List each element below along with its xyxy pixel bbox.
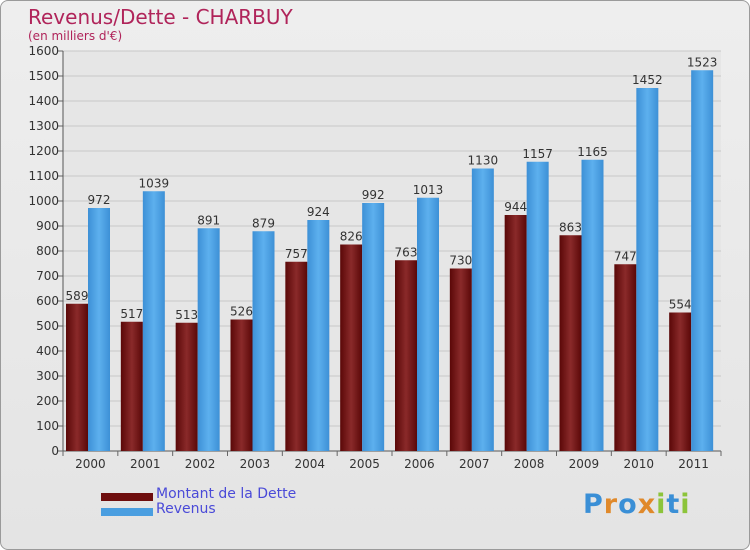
bar-revenus (417, 197, 439, 451)
bar-dette (559, 235, 582, 451)
x-tick-label: 2001 (130, 457, 161, 471)
y-tick-label: 1500 (28, 69, 59, 83)
x-tick-label: 2010 (623, 457, 654, 471)
y-tick-label: 1300 (28, 119, 59, 133)
bar-dette (614, 264, 637, 451)
data-label: 730 (449, 254, 472, 268)
legend-swatch-debt (101, 493, 153, 501)
bar-revenus (307, 220, 330, 451)
x-tick-label: 2002 (185, 457, 216, 471)
x-tick-label: 2006 (404, 457, 435, 471)
chart-title: Revenus/Dette - CHARBUY (28, 5, 293, 29)
y-tick-label: 300 (36, 369, 59, 383)
legend-label-revenus: Revenus (156, 501, 216, 517)
data-label: 879 (252, 216, 275, 230)
bar-revenus (142, 191, 165, 451)
data-label: 826 (340, 230, 363, 244)
bar-dette (504, 215, 527, 451)
y-tick-label: 700 (36, 269, 59, 283)
labels-layer: 0 100 200 300 400 500 600 700 800 900 1000 1100 1200… (28, 44, 717, 471)
legend-swatch-revenus (101, 508, 153, 516)
bar-revenus (197, 228, 220, 451)
data-label: 1157 (522, 147, 553, 161)
x-tick-label: 2007 (459, 457, 490, 471)
x-tick-label: 2003 (240, 457, 271, 471)
bar-revenus (252, 231, 275, 451)
data-label: 1452 (632, 73, 663, 87)
y-tick-label: 800 (36, 244, 59, 258)
x-tick-label: 2009 (569, 457, 600, 471)
data-label: 1523 (687, 55, 718, 69)
data-label: 763 (395, 245, 418, 259)
data-label: 891 (197, 213, 220, 227)
data-label: 863 (559, 220, 582, 234)
data-label: 992 (362, 188, 385, 202)
x-tick-label: 2008 (514, 457, 545, 471)
grid-layer (58, 50, 722, 456)
y-tick-label: 900 (36, 219, 59, 233)
data-label: 757 (285, 247, 308, 261)
data-label: 589 (66, 289, 89, 303)
data-label: 944 (504, 200, 527, 214)
y-tick-label: 200 (36, 394, 59, 408)
bar-dette (449, 268, 472, 451)
y-tick-label: 1000 (28, 194, 59, 208)
data-label: 972 (88, 193, 111, 207)
data-label: 554 (669, 298, 692, 312)
bar-dette (340, 244, 363, 451)
data-label: 1013 (413, 183, 444, 197)
bar-revenus (471, 168, 494, 451)
x-tick-label: 2000 (75, 457, 106, 471)
bar-revenus (88, 208, 110, 451)
data-label: 526 (230, 305, 253, 319)
bar-dette (285, 261, 308, 451)
x-tick-label: 2011 (678, 457, 709, 471)
y-tick-label: 1100 (28, 169, 59, 183)
legend-label-debt: Montant de la Dette (156, 486, 297, 502)
bar-revenus (362, 203, 385, 451)
data-label: 517 (120, 307, 143, 321)
y-tick-label: 0 (51, 444, 59, 458)
bar-dette (120, 321, 143, 451)
bar-dette (230, 319, 253, 451)
data-label: 747 (614, 249, 637, 263)
y-tick-label: 1200 (28, 144, 59, 158)
data-label: 1039 (139, 176, 170, 190)
y-tick-label: 100 (36, 419, 59, 433)
y-tick-label: 500 (36, 319, 59, 333)
y-tick-label: 1600 (28, 44, 59, 58)
chart-subtitle: (en milliers d'€) (28, 29, 123, 43)
bar-dette (669, 312, 692, 451)
data-label: 1130 (468, 154, 499, 168)
bar-dette (395, 260, 417, 451)
bar-dette (175, 322, 198, 451)
bar-revenus (581, 159, 604, 451)
x-tick-label: 2005 (349, 457, 380, 471)
y-tick-label: 1400 (28, 94, 59, 108)
bar-revenus (691, 70, 714, 451)
data-label: 1165 (577, 145, 608, 159)
bars-layer (66, 70, 714, 451)
x-tick-label: 2004 (294, 457, 325, 471)
bar-revenus (636, 88, 659, 451)
y-tick-label: 400 (36, 344, 59, 358)
data-label: 513 (175, 308, 198, 322)
proxiti-logo: Proxiti (583, 489, 691, 520)
bar-revenus (526, 161, 549, 451)
y-tick-label: 600 (36, 294, 59, 308)
data-label: 924 (307, 205, 330, 219)
bar-dette (66, 303, 88, 451)
